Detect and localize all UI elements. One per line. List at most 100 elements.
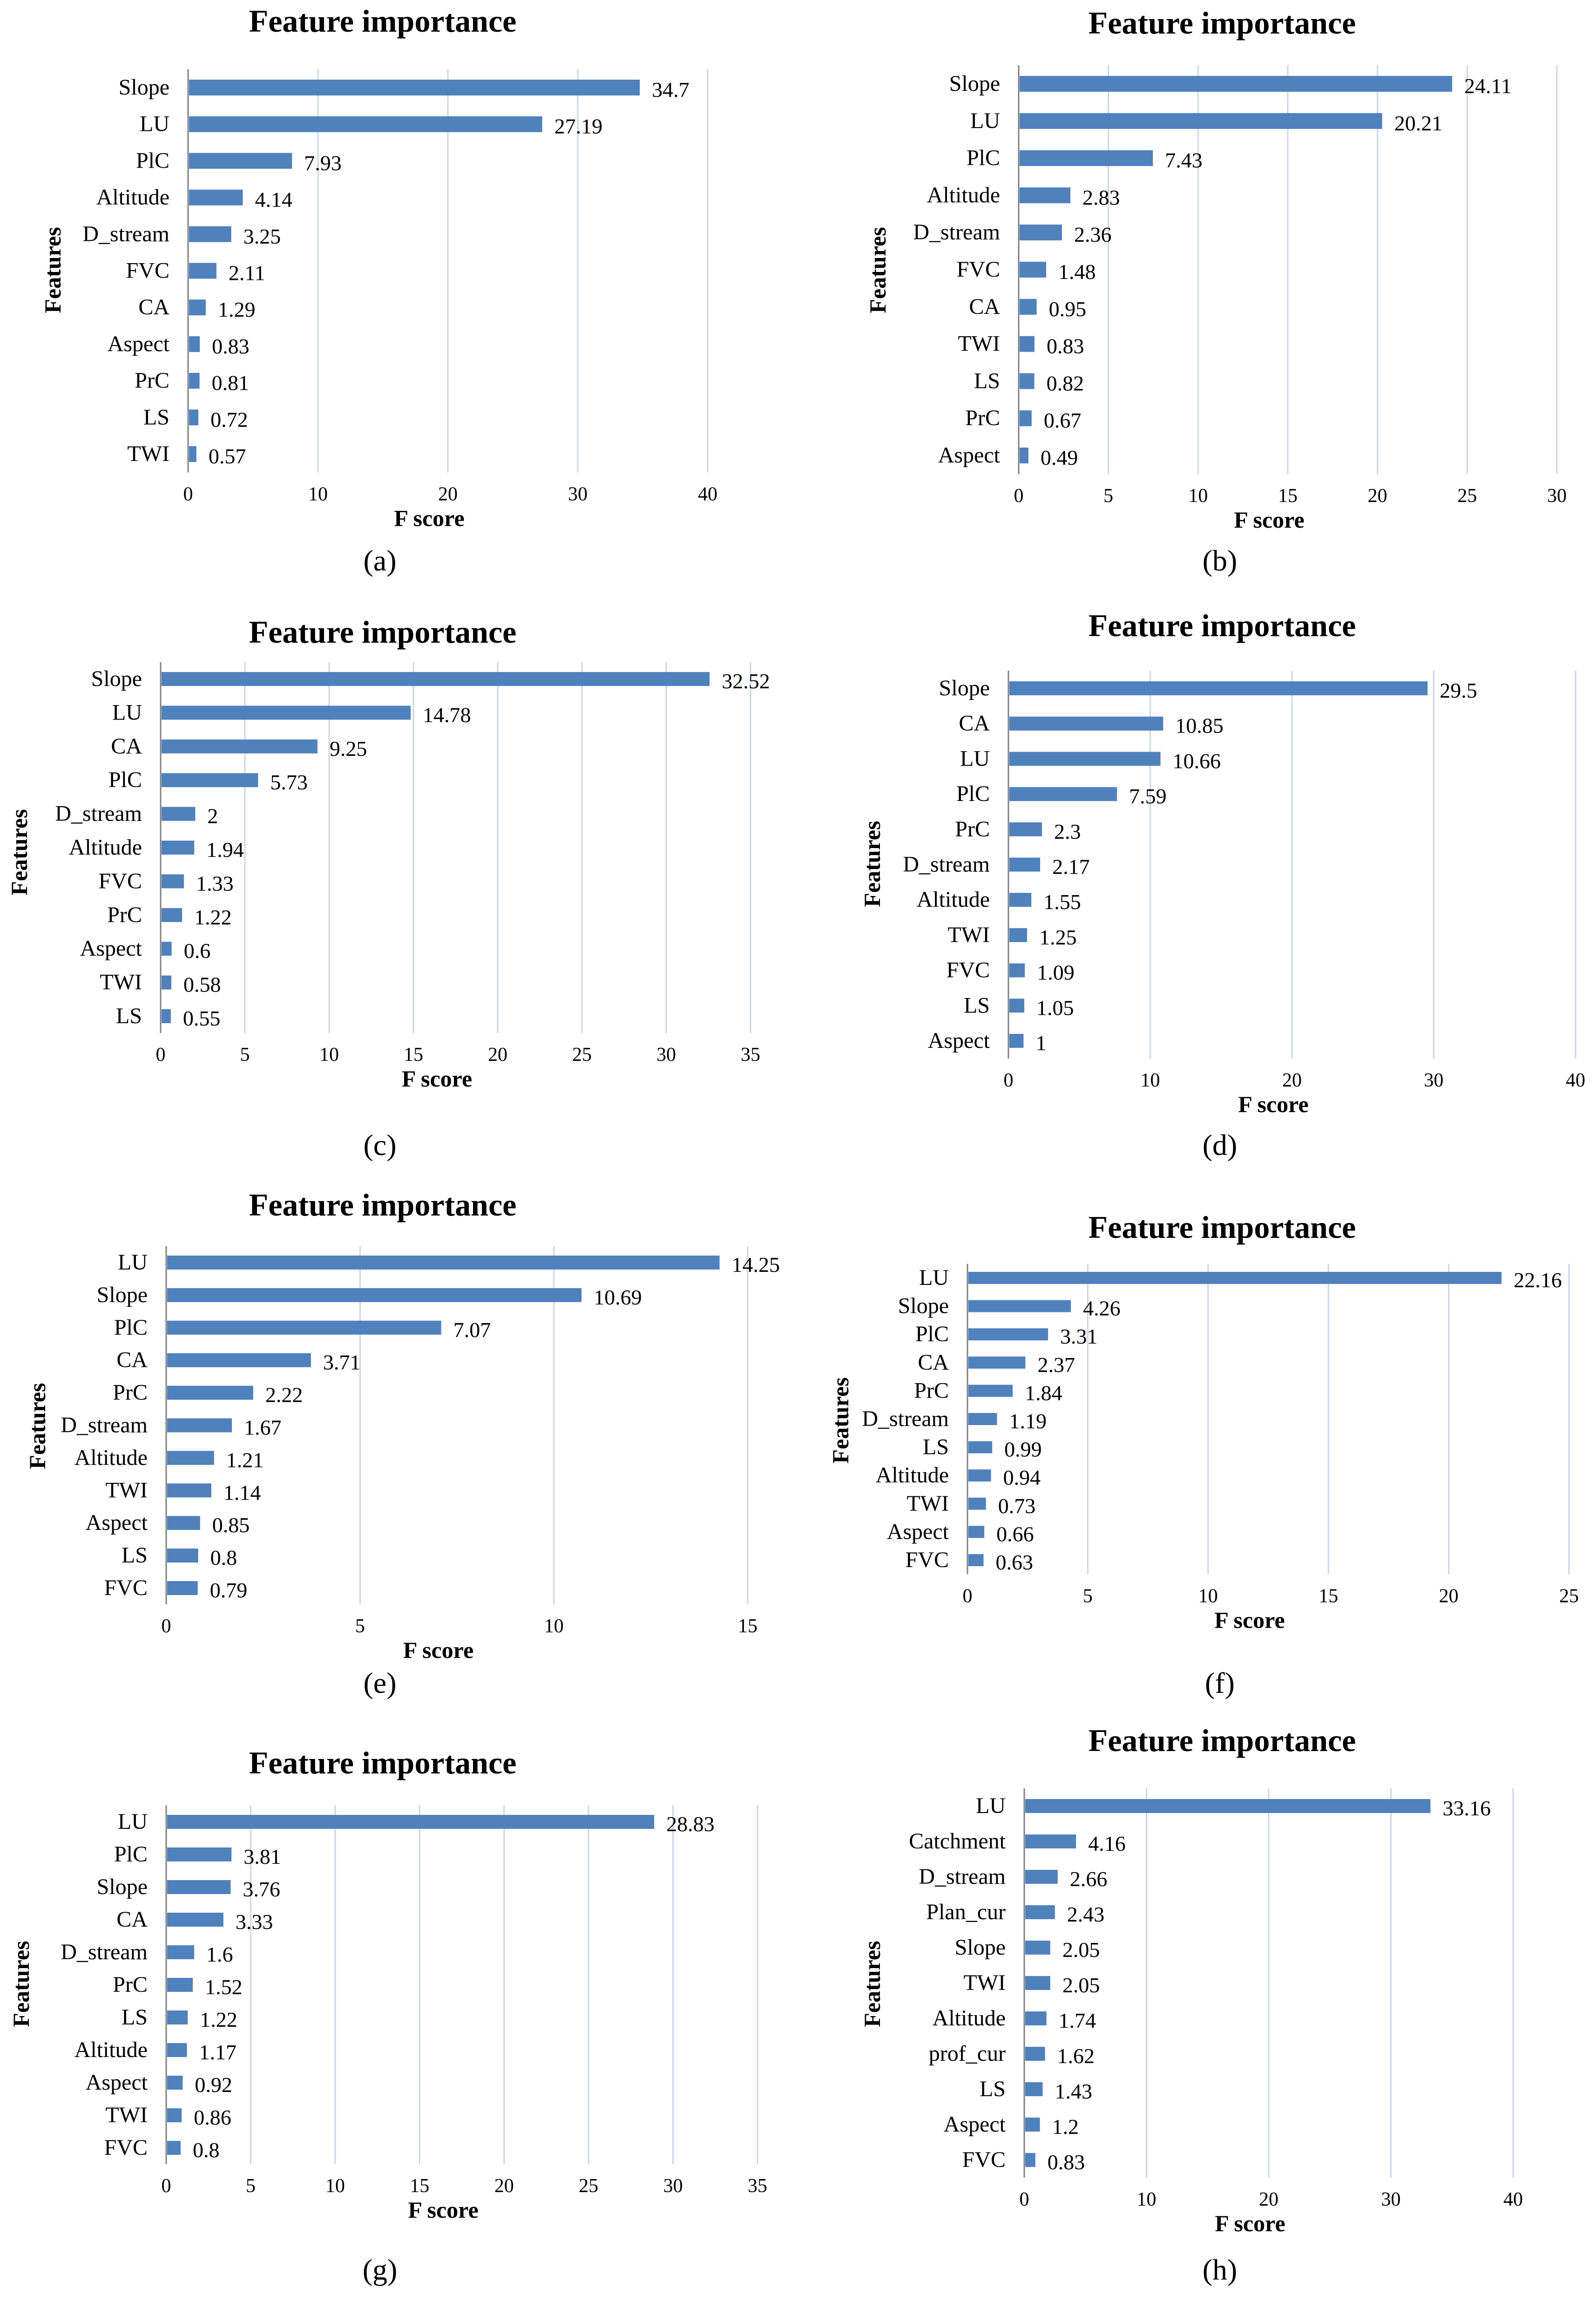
bar	[1025, 1834, 1076, 1848]
category-label: PlC	[136, 148, 169, 173]
bar	[1009, 822, 1042, 836]
bar	[1009, 963, 1025, 978]
chart-title: Feature importance	[249, 1745, 517, 1780]
data-label: 32.52	[722, 669, 770, 693]
chart-panel-3: Feature importance Slope 32.52 LU 14.78 CA 9.2…	[6, 614, 770, 1161]
category-label: D_stream	[903, 852, 990, 877]
data-label: 1.55	[1043, 890, 1081, 914]
data-label: 1.94	[206, 838, 244, 862]
panel-caption: (h)	[1203, 2253, 1238, 2286]
bar	[167, 1256, 720, 1270]
category-label: LU	[140, 112, 169, 136]
data-label: 1.43	[1055, 2079, 1093, 2103]
data-label: 3.76	[243, 1877, 280, 1901]
category-label: D_stream	[913, 220, 1000, 244]
category-label: TWI	[100, 970, 142, 995]
y-axis-title: Features	[865, 227, 891, 313]
bar	[189, 190, 243, 206]
category-label: CA	[969, 294, 1000, 319]
category-label: TWI	[963, 1970, 1006, 1995]
category-label: LU	[970, 109, 1000, 133]
x-tick-label: 40	[1566, 1070, 1585, 1091]
panel-caption: (f)	[1205, 1666, 1235, 1699]
data-label: 0.83	[1048, 2150, 1085, 2174]
x-tick-label: 25	[1457, 485, 1477, 507]
category-label: TWI	[105, 2103, 148, 2127]
data-label: 3.25	[243, 224, 281, 248]
bar	[189, 446, 196, 462]
bar	[968, 1441, 993, 1453]
category-label: PrC	[113, 1972, 148, 1997]
x-tick-label: 5	[246, 2175, 256, 2197]
bar	[968, 1356, 1026, 1369]
x-tick-label: 10	[1137, 2189, 1156, 2210]
category-label: LS	[923, 1435, 949, 1460]
data-label: 0.86	[194, 2105, 231, 2129]
x-tick-label: 0	[963, 1585, 973, 1607]
bar	[167, 1945, 195, 1959]
bar	[162, 739, 318, 754]
category-label: D_stream	[862, 1406, 949, 1431]
x-tick-label: 30	[656, 1044, 676, 1066]
data-label: 2.83	[1082, 185, 1120, 209]
bar	[167, 1978, 193, 1992]
data-label: 3.81	[243, 1845, 281, 1868]
bar	[1020, 150, 1153, 166]
category-label: LU	[118, 1809, 148, 1834]
bar	[167, 1548, 198, 1563]
data-label: 0.63	[996, 1550, 1034, 1574]
y-axis-title: Features	[24, 1383, 50, 1469]
bar	[968, 1272, 1502, 1284]
bar	[1009, 928, 1028, 942]
x-axis-title: F score	[402, 1066, 472, 1092]
x-tick-label: 30	[663, 2175, 683, 2197]
data-label: 0.72	[210, 407, 248, 431]
bar	[1025, 2047, 1045, 2061]
data-label: 0.99	[1004, 1438, 1042, 1461]
x-tick-label: 15	[1278, 485, 1298, 507]
y-axis-title: Features	[40, 227, 66, 313]
bar	[1025, 2011, 1047, 2025]
data-label: 24.11	[1464, 74, 1512, 98]
category-label: LS	[980, 2077, 1006, 2101]
x-tick-label: 15	[738, 1616, 757, 1637]
category-label: PrC	[135, 368, 169, 393]
bar	[189, 409, 199, 426]
data-label: 2.05	[1062, 1938, 1100, 1962]
x-tick-label: 0	[162, 2175, 171, 2197]
category-label: LU	[960, 746, 990, 771]
chart-panel-1: Feature importance Slope 34.7 LU 27.19 PlC 7.9…	[40, 3, 717, 577]
category-label: Aspect	[944, 2112, 1006, 2137]
panel-caption: (e)	[363, 1666, 396, 1699]
bar	[189, 336, 200, 352]
x-axis-title: F score	[394, 505, 464, 531]
data-label: 0.81	[212, 371, 250, 395]
category-label: PlC	[108, 767, 142, 792]
data-label: 0.8	[210, 1546, 237, 1569]
category-label: FVC	[99, 869, 142, 893]
data-label: 1.22	[194, 905, 232, 929]
y-axis-title: Features	[859, 1941, 885, 2027]
data-label: 1.22	[200, 2008, 237, 2031]
bar	[162, 874, 184, 889]
data-label: 2.66	[1070, 1867, 1108, 1891]
chart-title: Feature importance	[1089, 608, 1356, 643]
data-label: 0.49	[1041, 446, 1078, 469]
bar	[162, 773, 258, 788]
bar	[167, 1385, 253, 1400]
data-label: 1.67	[244, 1416, 282, 1440]
data-label: 1.25	[1039, 925, 1077, 949]
x-tick-label: 10	[325, 2175, 345, 2197]
data-label: 10.85	[1175, 714, 1224, 738]
data-label: 1.74	[1059, 2009, 1096, 2032]
bar	[189, 299, 206, 316]
data-label: 34.7	[652, 78, 690, 102]
bar	[1009, 893, 1032, 907]
category-label: TWI	[127, 441, 169, 466]
bar	[167, 2108, 182, 2122]
data-label: 20.21	[1394, 111, 1443, 135]
category-label: D_stream	[55, 801, 142, 826]
category-label: CA	[111, 734, 142, 759]
x-tick-label: 5	[355, 1616, 365, 1637]
data-label: 0.83	[1047, 334, 1084, 358]
